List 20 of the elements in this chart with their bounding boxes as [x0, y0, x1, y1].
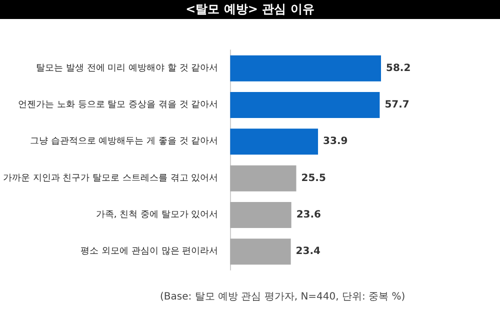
data-label: 23.6: [296, 210, 322, 220]
bar: [230, 202, 292, 228]
y-tick-label: 그냥 습관적으로 예방해두는 게 좋을 것 같아서: [30, 136, 218, 147]
data-label: 23.4: [296, 246, 321, 258]
bar: [230, 165, 296, 192]
data-label: 33.9: [323, 136, 348, 148]
bar: [230, 128, 318, 155]
data-label: 25.5: [301, 172, 326, 184]
y-tick-label: 언젠가는 노화 등으로 탈모 증상을 겪을 것 같아서: [18, 100, 218, 110]
text: (Base: 탈모 예방 관심 평가자, N=440, 단위: 중복 %): [160, 292, 406, 302]
bar: [230, 92, 380, 118]
y-tick-label: 가까운 지인과 친구가 탈모로 스트레스를 겪고 있어서: [2, 173, 218, 184]
bar: [230, 55, 381, 82]
bar: [230, 238, 291, 265]
y-tick-label: 가족, 친척 중에 탈모가 있어서: [96, 210, 218, 220]
data-label: 57.7: [384, 100, 410, 110]
y-tick-label: 탈모는 발생 전에 미리 예방해야 할 것 같아서: [36, 63, 218, 74]
data-label: 58.2: [386, 62, 411, 74]
y-tick-label: 평소 외모에 관심이 많은 편이라서: [80, 246, 218, 257]
chart-title: <탈모 예방> 관심 이유: [0, 0, 500, 19]
